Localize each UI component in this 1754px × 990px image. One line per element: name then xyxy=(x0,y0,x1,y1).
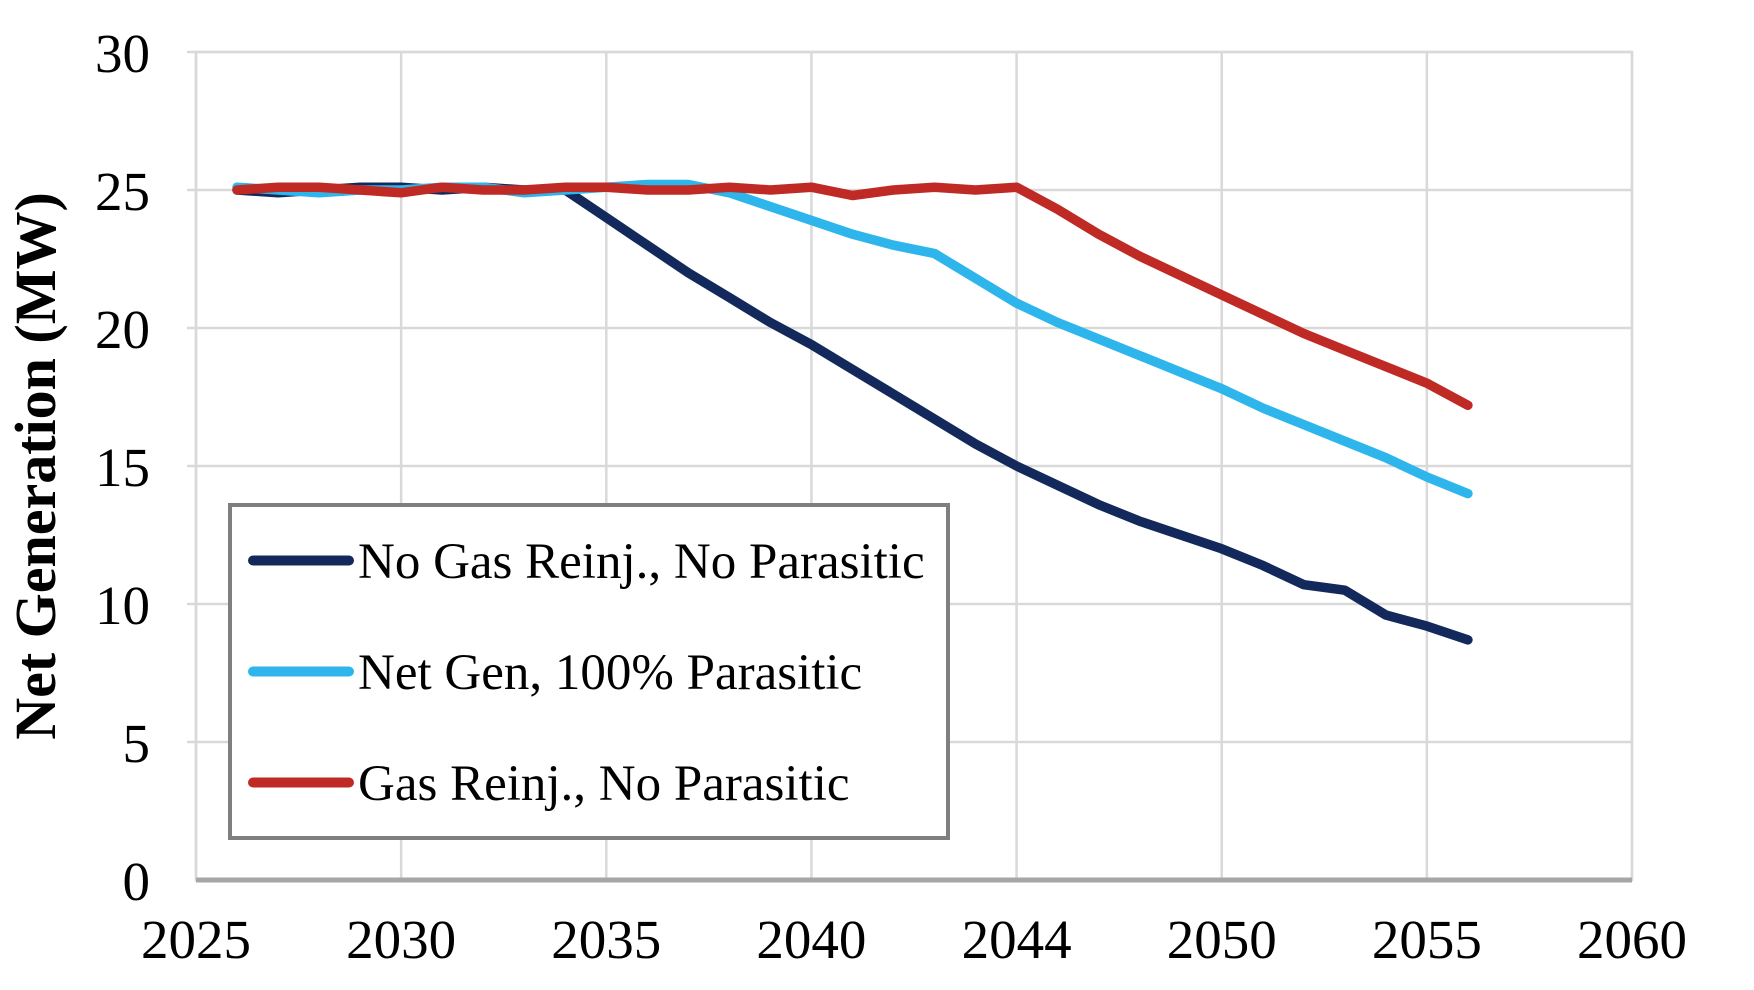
legend-label-1: Net Gen, 100% Parasitic xyxy=(358,645,862,701)
x-tick-label-2044: 2044 xyxy=(962,909,1072,970)
y-tick-label-25: 25 xyxy=(95,161,150,222)
x-tick-label-2055: 2055 xyxy=(1372,909,1482,970)
series-line-net-gen-100-parasitic xyxy=(232,179,1473,499)
y-tick-label-30: 30 xyxy=(95,23,150,84)
x-tick-label-2030: 2030 xyxy=(346,909,456,970)
legend-label-2: Gas Reinj., No Parasitic xyxy=(358,756,850,812)
y-tick-label-10: 10 xyxy=(95,575,150,636)
x-tick-label-2050: 2050 xyxy=(1167,909,1277,970)
x-tick-label-2035: 2035 xyxy=(551,909,661,970)
y-tick-label-0: 0 xyxy=(123,851,151,912)
axis-layer xyxy=(194,50,1634,883)
x-tick-label-2060: 2060 xyxy=(1577,909,1687,970)
y-tick-label-15: 15 xyxy=(95,437,150,498)
legend: No Gas Reinj., No Parasitic Net Gen, 100%… xyxy=(228,503,950,840)
legend-label-0: No Gas Reinj., No Parasitic xyxy=(358,534,925,590)
y-tick-label-5: 5 xyxy=(123,713,151,774)
y-axis-title: Net Generation (MW) xyxy=(3,192,68,740)
series-line-gas-reinj-no-parasitic xyxy=(232,182,1473,411)
series-layer xyxy=(232,179,1473,645)
y-tick-label-20: 20 xyxy=(95,299,150,360)
x-tick-label-2040: 2040 xyxy=(756,909,866,970)
x-tick-label-2025: 2025 xyxy=(141,909,251,970)
